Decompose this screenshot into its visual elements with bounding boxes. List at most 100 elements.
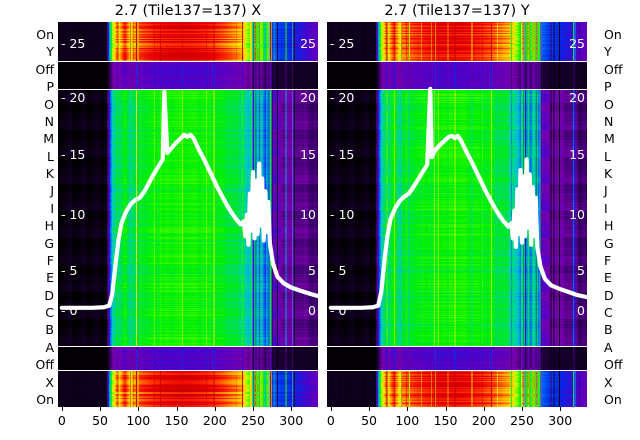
category-label-right-h-11: H xyxy=(604,218,614,234)
inner-ytick-5: - 5 xyxy=(61,263,78,278)
inner-ytick-20: 20 xyxy=(569,90,585,105)
category-label-right-f-13: F xyxy=(604,252,612,268)
x-tick-label-left-100: 100 xyxy=(126,413,151,428)
category-label-left-j-9: J xyxy=(50,183,54,199)
x-tick-mark-left-150 xyxy=(176,407,178,411)
category-label-right-d-15: D xyxy=(604,287,614,303)
panel-title-right: 2.7 (Tile137=137) Y xyxy=(384,3,530,19)
category-label-right-y-1: Y xyxy=(604,44,612,60)
category-label-left-p-3: P xyxy=(46,79,54,95)
inner-ytick-10: 10 xyxy=(569,207,585,222)
x-tick-label-left-300: 300 xyxy=(279,413,304,428)
category-label-left-e-14: E xyxy=(46,270,54,286)
inner-ytick-25: - 25 xyxy=(61,36,86,51)
category-label-right-g-12: G xyxy=(604,235,614,251)
x-tick-label-left-250: 250 xyxy=(241,413,265,428)
category-label-right-p-3: P xyxy=(604,79,612,95)
inner-ytick-5: 5 xyxy=(308,263,316,278)
category-label-left-m-6: M xyxy=(43,131,54,147)
inner-ytick-25: - 25 xyxy=(330,36,355,51)
x-tick-mark-right-100 xyxy=(407,407,409,411)
inner-ytick-10: - 10 xyxy=(330,207,355,222)
inner-ytick-25: 25 xyxy=(569,36,585,51)
inner-ytick-0: - 0 xyxy=(330,303,347,318)
inner-ytick-20: 20 xyxy=(300,90,316,105)
category-label-left-x-20: X xyxy=(45,374,54,390)
category-label-right-x-20: X xyxy=(604,374,613,390)
inner-ytick-20: - 20 xyxy=(330,90,355,105)
category-label-left-c-16: C xyxy=(45,305,54,321)
inner-ytick-0: 0 xyxy=(308,303,316,318)
category-label-right-on-21: On xyxy=(604,392,622,407)
category-label-left-l-7: L xyxy=(47,148,54,164)
x-tick-label-right-100: 100 xyxy=(395,413,420,428)
x-tick-label-right-200: 200 xyxy=(471,413,496,428)
category-label-left-a-18: A xyxy=(45,339,54,355)
x-tick-label-right-0: 0 xyxy=(326,413,335,428)
category-label-left-k-8: K xyxy=(45,166,54,182)
x-axis-left: 0 50 100 150 200 250 300 xyxy=(58,407,318,437)
category-label-right-m-6: M xyxy=(604,131,615,147)
x-tick-mark-left-250 xyxy=(253,407,254,411)
x-tick-label-right-300: 300 xyxy=(548,413,573,428)
category-label-right-on-0: On xyxy=(604,27,622,42)
category-label-left-f-13: F xyxy=(46,252,54,268)
inner-ytick-10: - 10 xyxy=(61,207,86,222)
inner-ytick-15: 15 xyxy=(569,147,585,162)
heatmap-image-x xyxy=(58,22,318,407)
category-label-left-off-2: Off xyxy=(35,61,54,77)
category-label-left-d-15: D xyxy=(44,287,54,303)
x-tick-label-right-150: 150 xyxy=(433,413,458,428)
category-label-left-off-19: Off xyxy=(35,357,54,373)
category-label-right-o-4: O xyxy=(604,96,614,112)
x-tick-mark-right-300 xyxy=(560,407,562,411)
category-labels-right: On Y Off P O N M L K J I H G F E D C B A Off X On xyxy=(600,22,640,407)
category-label-right-off-19: Off xyxy=(604,357,623,373)
x-tick-mark-right-200 xyxy=(483,407,485,411)
category-label-right-c-16: C xyxy=(604,305,613,321)
category-label-right-i-10: I xyxy=(604,200,608,216)
category-label-right-e-14: E xyxy=(604,270,612,286)
category-label-left-n-5: N xyxy=(44,113,54,129)
category-label-right-n-5: N xyxy=(604,113,614,129)
inner-ytick-5: - 5 xyxy=(330,263,347,278)
inner-ytick-5: 5 xyxy=(577,263,585,278)
inner-ytick-10: 10 xyxy=(300,207,316,222)
x-tick-mark-left-50 xyxy=(100,407,102,411)
x-tick-mark-left-0 xyxy=(61,407,63,411)
category-label-left-y-1: Y xyxy=(46,44,54,60)
x-tick-label-left-200: 200 xyxy=(202,413,227,428)
inner-ytick-20: - 20 xyxy=(61,90,86,105)
category-label-right-off-2: Off xyxy=(604,61,623,77)
category-label-right-a-18: A xyxy=(604,339,613,355)
x-tick-label-left-50: 50 xyxy=(92,413,108,428)
category-label-left-on-0: On xyxy=(36,27,54,42)
x-tick-mark-right-0 xyxy=(330,407,332,411)
x-tick-label-right-50: 50 xyxy=(361,413,377,428)
category-label-left-h-11: H xyxy=(44,218,54,234)
inner-ytick-15: 15 xyxy=(300,147,316,162)
category-label-left-on-21: On xyxy=(36,392,54,407)
inner-ytick-0: - 0 xyxy=(61,303,78,318)
x-tick-mark-right-50 xyxy=(369,407,371,411)
x-tick-label-right-250: 250 xyxy=(510,413,534,428)
category-label-right-j-9: J xyxy=(604,183,608,199)
category-label-left-b-17: B xyxy=(45,322,54,338)
category-label-left-i-10: I xyxy=(50,200,54,216)
spectrum-line-x xyxy=(59,89,318,310)
x-tick-mark-right-250 xyxy=(522,407,523,411)
category-label-left-o-4: O xyxy=(44,96,54,112)
spectrum-line-y xyxy=(328,86,587,310)
x-tick-mark-left-200 xyxy=(214,407,216,411)
inner-ytick-25: 25 xyxy=(300,36,316,51)
category-labels-left: On Y Off P O N M L K J I H G F E D C B A Off X On xyxy=(14,22,54,407)
x-tick-mark-right-150 xyxy=(445,407,447,411)
heatmap-panel-x[interactable]: - 25 - 20 - 15 - 10 - 5 - 0 25 20 15 10 5 0 xyxy=(58,22,318,407)
heatmap-image-y xyxy=(327,22,587,407)
inner-ytick-15: - 15 xyxy=(61,147,86,162)
heatmap-panel-y[interactable]: - 25 - 20 - 15 - 10 - 5 - 0 25 20 15 10 5 0 xyxy=(327,22,587,407)
category-label-left-g-12: G xyxy=(44,235,54,251)
panel-title-left: 2.7 (Tile137=137) X xyxy=(114,3,262,19)
x-tick-label-left-150: 150 xyxy=(164,413,189,428)
